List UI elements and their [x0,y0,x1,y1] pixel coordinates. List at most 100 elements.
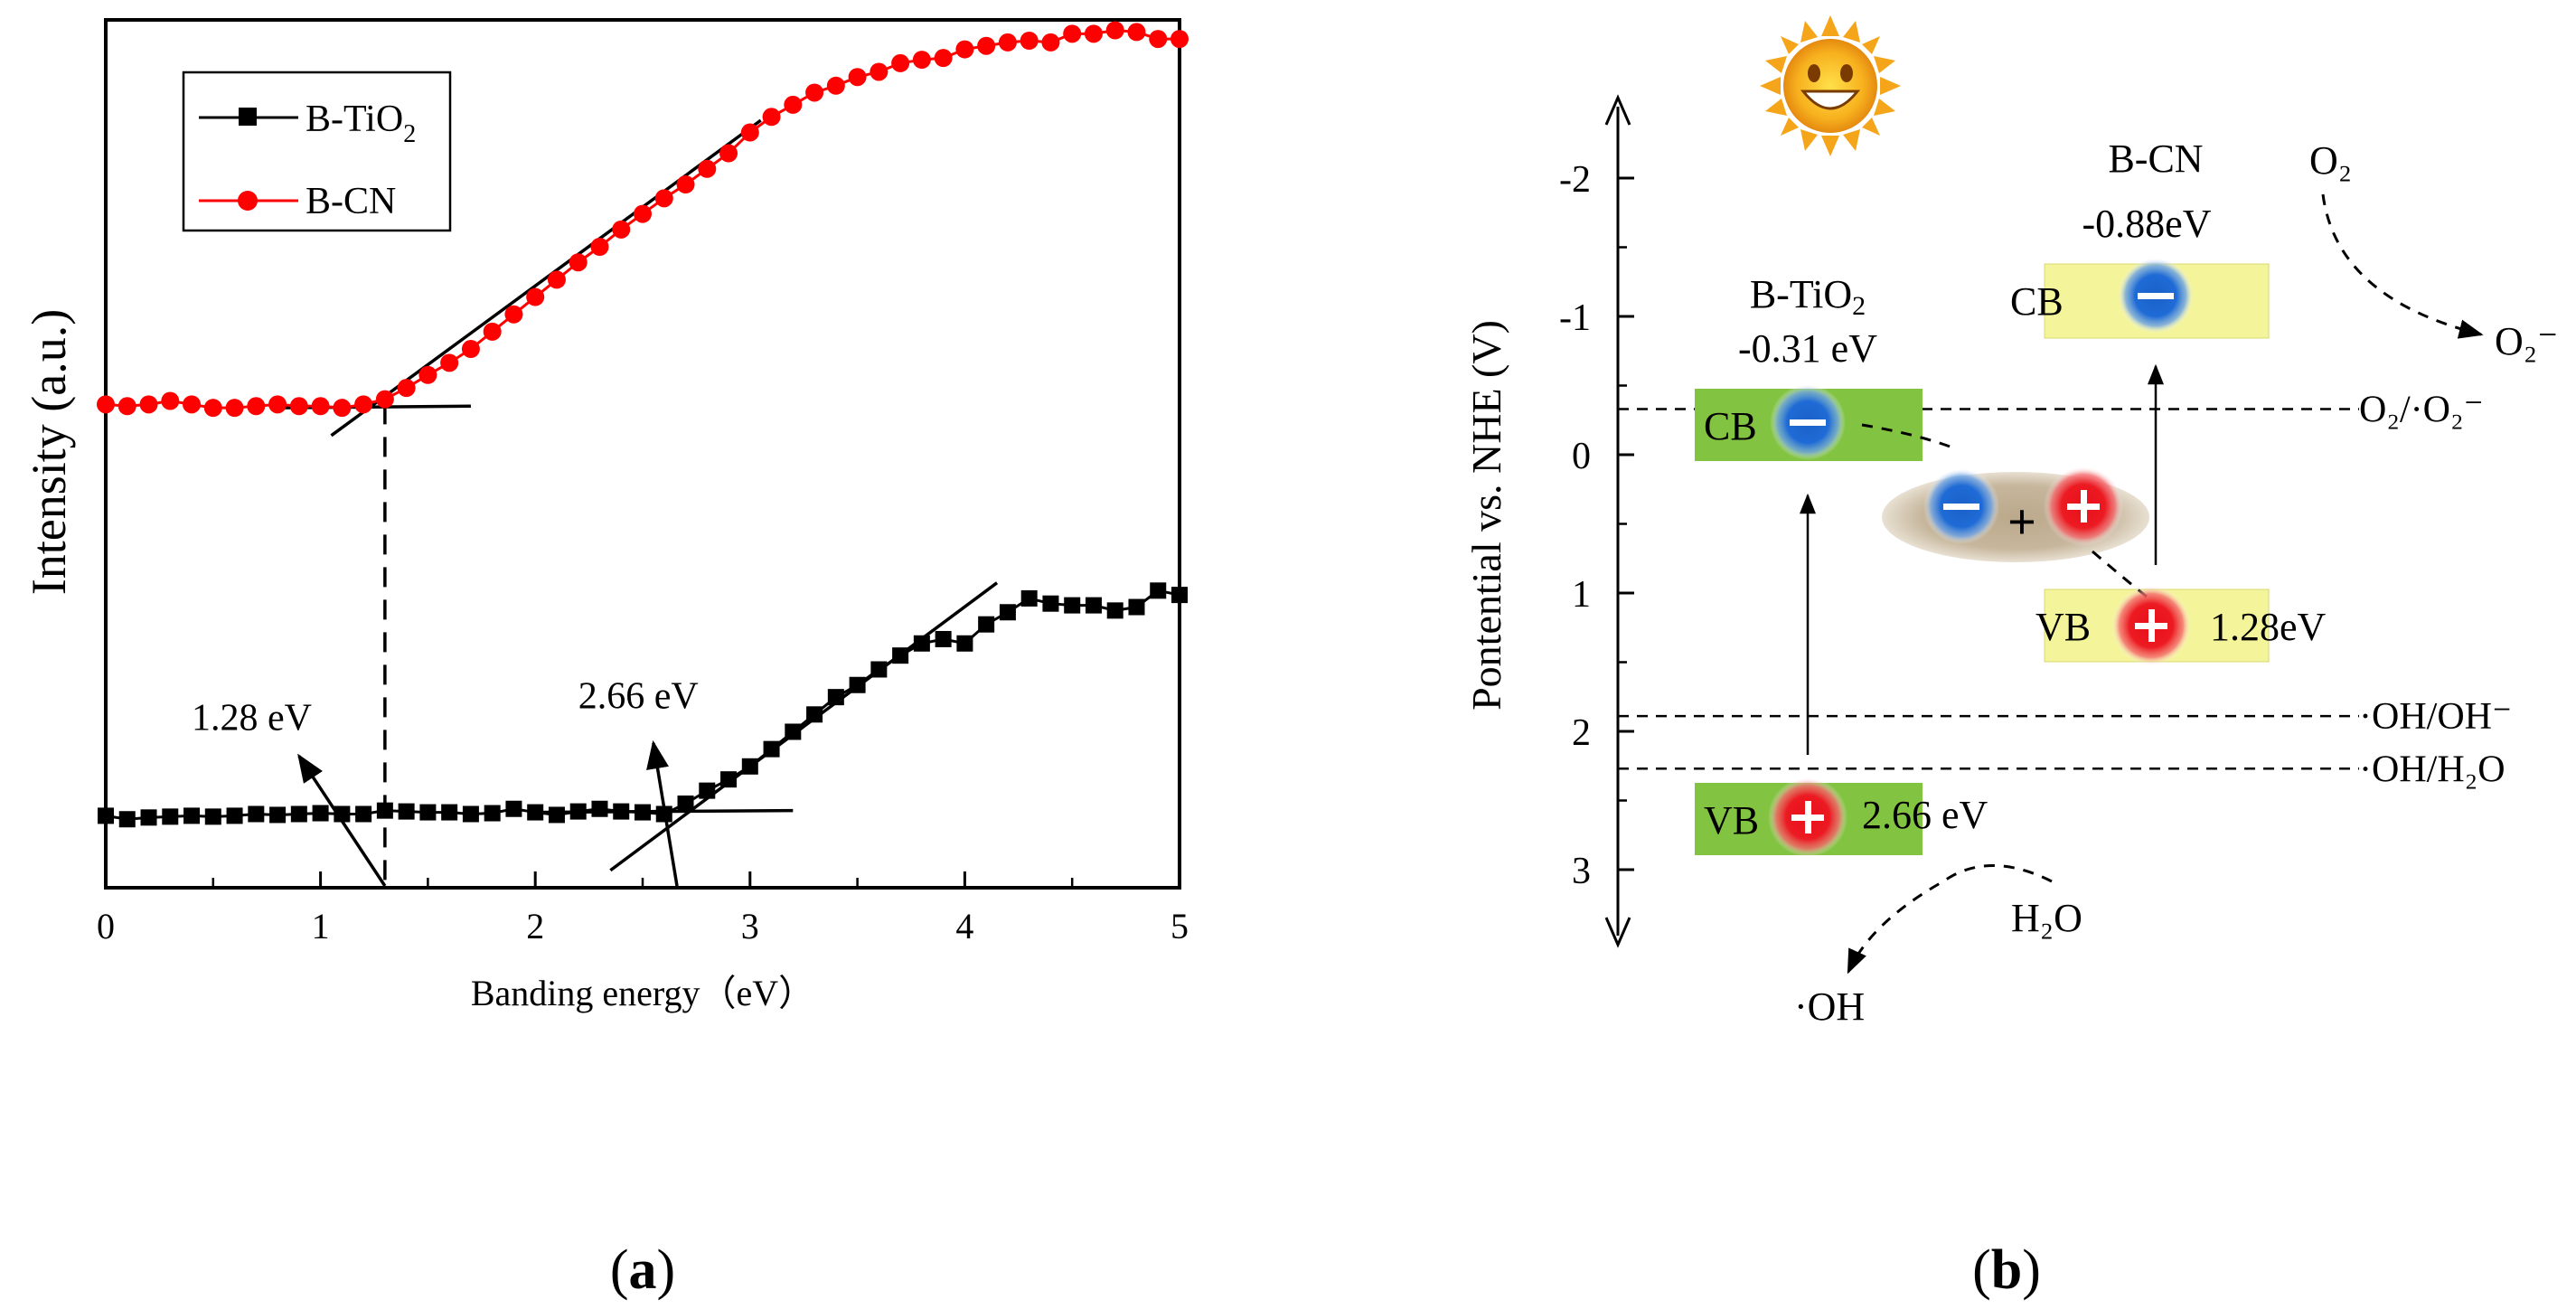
data-point-b-cn [418,365,437,384]
data-point-b-cn [634,204,652,223]
data-point-b-tio2 [290,805,307,823]
data-point-b-cn [247,397,266,416]
series-group [97,21,1189,828]
electron-b-tio2-cb [1770,384,1846,460]
electron-recombination [1923,468,1999,544]
potential-tick-label: 0 [1572,436,1591,477]
data-point-b-tio2 [484,805,501,822]
b-tio2-cb-label: CB [1704,404,1757,448]
data-point-b-cn [375,390,394,409]
axis-arrow-top [1604,94,1631,126]
data-point-b-cn [1020,31,1039,50]
data-point-b-cn [547,270,566,289]
hole-b-tio2-vb [1768,777,1847,857]
o2-radical-label: O₂⁻ [2495,319,2558,363]
data-point-b-cn [161,391,180,410]
data-point-b-tio2 [204,808,221,825]
data-point-b-cn [870,62,888,81]
annotation-label: 1.28 eV [192,698,312,739]
data-point-b-tio2 [978,616,995,633]
data-point-b-cn [183,395,202,414]
panel-label-a: (a) [610,1239,675,1301]
data-point-b-cn [569,253,588,272]
sun-icon [1760,15,1901,156]
data-point-b-tio2 [763,740,780,758]
electron-b-cn-cb [2118,258,2194,334]
x-tick-label: 0 [97,906,115,946]
data-point-b-tio2 [118,811,136,828]
b-cn-cb-value: -0.88eV [2082,202,2212,246]
data-point-b-tio2 [527,804,544,821]
annotations: 1.28 eV 2.66 eV [192,676,699,887]
data-point-b-cn [955,40,974,59]
data-point-b-tio2 [827,689,844,706]
data-point-b-cn [504,305,523,324]
data-point-b-tio2 [741,758,758,775]
data-point-b-cn [1041,33,1060,52]
panel-a-chart: 0 1 2 3 4 5 1.28 eV 2.66 eV B-TiO2 B-CN Bandin… [22,18,1189,1301]
data-point-b-tio2 [398,803,415,820]
reference-level-label: ·OH/OH⁻ [2359,696,2512,738]
data-point-b-cn [1127,23,1146,42]
b-cn-cb-label: CB [2010,279,2064,324]
x-tick-label: 5 [1170,906,1189,946]
data-point-b-cn [461,340,480,359]
data-point-b-tio2 [312,805,329,822]
data-point-b-tio2 [999,604,1016,621]
x-tick-label: 2 [526,906,544,946]
data-point-b-tio2 [1128,598,1145,616]
data-point-b-cn [848,68,867,87]
electron-transfer-path [1861,423,1953,449]
data-point-b-cn [225,399,244,418]
data-point-b-tio2 [569,803,587,820]
annotation-label: 2.66 eV [578,676,699,718]
data-point-b-cn [805,83,824,102]
o2-reduction-arrow [2321,193,2484,339]
legend-label-b-cn: B-CN [306,181,396,222]
data-point-b-cn [654,189,673,208]
data-point-b-cn [612,220,631,239]
legend-box [182,71,452,232]
data-point-b-cn [719,144,738,163]
data-point-b-cn [354,395,373,414]
x-tick-label: 4 [955,906,973,946]
data-point-b-tio2 [935,630,952,647]
y-axis-label: Intensity (a.u.) [22,309,76,595]
data-point-b-cn [289,397,308,416]
reference-level-label: ·OH/H₂O [2359,749,2505,790]
hole-b-cn-vb [2111,586,2191,665]
data-point-b-tio2 [1085,597,1102,614]
b-tio2-cb-value: -0.31 eV [1738,326,1877,371]
panel-b-diagram: -2 -1 0 1 2 3 Pontential vs. NHE (V) O₂/·O₂⁻ ·… [1463,15,2558,1301]
data-point-b-cn [912,51,931,70]
x-axis-ticks: 0 1 2 3 4 5 [97,871,1189,946]
data-point-b-cn [590,237,609,256]
data-point-b-tio2 [140,809,157,826]
data-point-b-cn [676,175,695,194]
data-point-b-tio2 [441,804,458,821]
data-point-b-cn [934,49,953,68]
data-point-b-cn [977,36,996,55]
potential-tick-label: 2 [1572,712,1591,754]
potential-tick-label: 3 [1572,851,1591,892]
data-point-b-cn [333,399,352,418]
data-point-b-tio2 [376,802,393,819]
data-point-b-cn [97,395,115,414]
data-point-b-tio2 [591,800,608,817]
legend-label-b-tio2: B-TiO2 [306,99,416,148]
data-point-b-tio2 [548,806,565,824]
b-cn-vb-label: VB [2035,605,2091,649]
data-point-b-tio2 [226,807,243,824]
data-point-b-tio2 [892,647,909,664]
data-point-b-tio2 [1171,587,1188,604]
data-point-b-tio2 [1042,595,1059,612]
data-point-b-tio2 [913,635,930,652]
data-point-b-cn [698,159,717,178]
data-point-b-cn [440,353,459,372]
data-point-b-tio2 [183,807,201,824]
data-point-b-cn [998,33,1017,52]
potential-tick-label: -2 [1559,159,1591,201]
tangent-lines [277,118,999,886]
data-point-b-tio2 [1064,597,1081,614]
